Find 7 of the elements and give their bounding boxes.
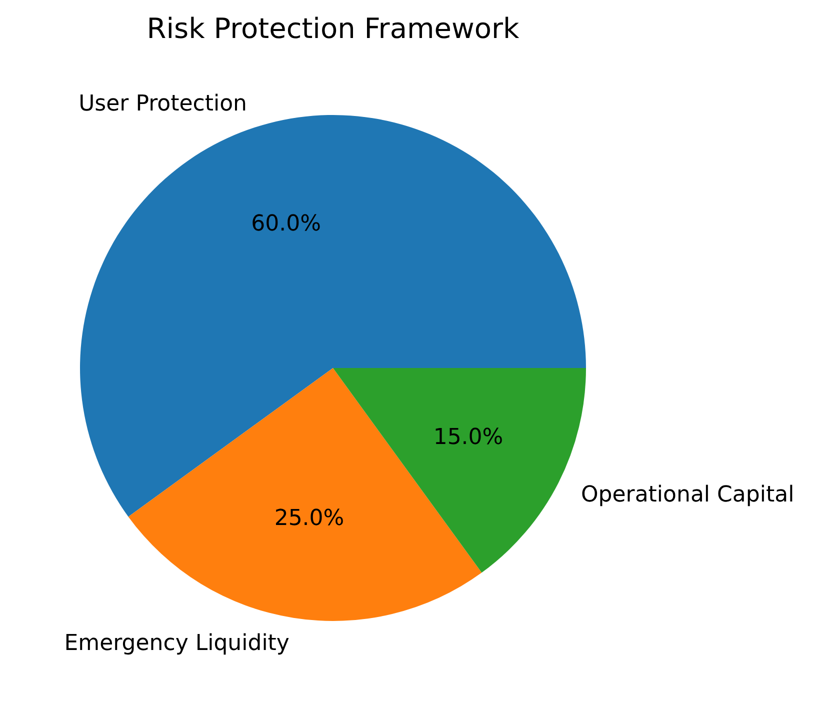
data-label: 15.0% — [433, 424, 504, 450]
data-label: 25.0% — [274, 506, 344, 531]
chart-title: Risk Protection Framework — [146, 12, 520, 45]
slice-label: Emergency Liquidity — [64, 630, 290, 656]
slice-label: User Protection — [78, 91, 247, 116]
data-label: 60.0% — [251, 212, 322, 237]
slice-label: Operational Capital — [580, 482, 794, 508]
